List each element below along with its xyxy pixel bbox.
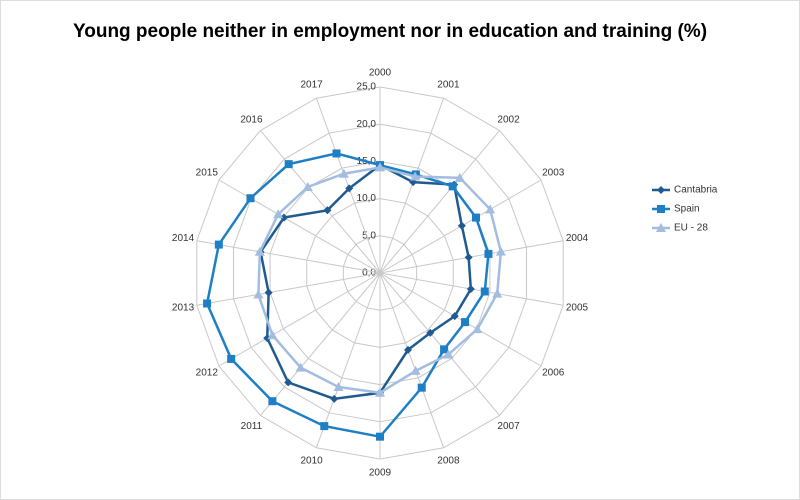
point [302, 181, 313, 191]
r-tick-label: 20,0 [357, 119, 377, 130]
category-label: 2008 [437, 456, 460, 467]
point [284, 160, 293, 169]
point [440, 345, 449, 354]
point [279, 213, 288, 222]
category-label: 2017 [300, 80, 323, 91]
point [345, 184, 354, 193]
point [338, 168, 349, 178]
r-tick-label: 25,0 [357, 82, 377, 93]
point [461, 318, 470, 327]
point [448, 182, 457, 191]
category-label: 2006 [542, 368, 565, 379]
point [375, 162, 385, 172]
spoke [260, 272, 381, 416]
point [203, 299, 212, 308]
legend-label: Cantabria [674, 185, 718, 196]
point [417, 383, 426, 392]
point [264, 288, 273, 297]
spoke [315, 272, 381, 448]
point [330, 394, 339, 403]
r-tick-label: 5,0 [362, 230, 376, 241]
r-tick-label: 10,0 [357, 193, 377, 204]
point [323, 206, 332, 215]
point [254, 246, 265, 256]
category-label: 2016 [240, 114, 263, 125]
point [484, 249, 493, 258]
chart-title: Young people neither in employment nor i… [73, 21, 707, 42]
point [656, 223, 666, 232]
category-label: 2004 [566, 233, 589, 244]
point [332, 149, 341, 158]
point [466, 285, 475, 294]
spoke [196, 240, 381, 274]
point [227, 354, 236, 363]
legend-label: Spain [674, 204, 700, 215]
category-label: 2012 [196, 368, 219, 379]
category-label: 2003 [542, 168, 565, 179]
spoke [260, 130, 381, 274]
r-tick-label: 0,0 [362, 268, 376, 279]
point [267, 330, 278, 340]
spoke [379, 98, 445, 274]
category-label: 2001 [437, 80, 460, 91]
category-label: 2015 [196, 168, 219, 179]
point [457, 221, 466, 230]
point [443, 349, 454, 359]
category-label: 2000 [369, 68, 392, 79]
point [410, 365, 421, 375]
spoke [379, 130, 500, 274]
category-label: 2005 [566, 302, 589, 313]
spoke [218, 272, 381, 367]
point [295, 362, 306, 372]
point [464, 253, 473, 262]
point [333, 381, 344, 391]
point [246, 194, 255, 203]
category-label: 2002 [497, 114, 520, 125]
point [472, 213, 481, 222]
category-label: 2009 [369, 468, 392, 479]
spoke [196, 272, 381, 306]
point [376, 432, 384, 441]
point [268, 397, 277, 406]
point [485, 204, 496, 214]
point [492, 288, 503, 298]
legend-label: EU - 28 [674, 223, 708, 234]
category-label: 2010 [300, 456, 323, 467]
point [450, 312, 459, 321]
category-label: 2014 [172, 233, 195, 244]
point [657, 205, 665, 213]
spoke [379, 272, 445, 448]
point [214, 240, 223, 249]
spoke [218, 179, 381, 274]
point [454, 172, 465, 182]
point [657, 186, 665, 194]
point [284, 378, 293, 387]
category-label: 2011 [241, 421, 263, 432]
point [253, 289, 264, 299]
point [410, 171, 421, 181]
point [472, 324, 483, 334]
point [495, 246, 506, 256]
point [273, 209, 284, 219]
point [480, 287, 489, 296]
spoke [379, 272, 542, 367]
point [375, 387, 385, 397]
spoke [379, 272, 500, 416]
point [320, 422, 329, 431]
point [426, 328, 435, 337]
category-label: 2013 [172, 302, 195, 313]
point [403, 345, 412, 354]
category-label: 2007 [497, 421, 520, 432]
